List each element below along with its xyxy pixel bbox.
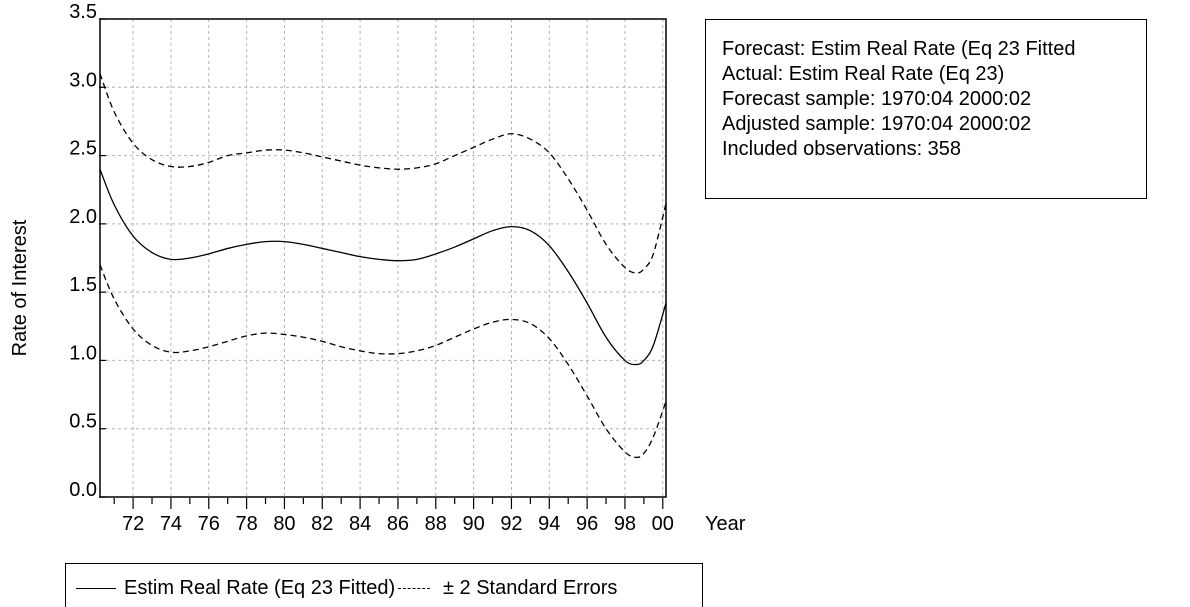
y-axis-title: Rate of Interest [9, 219, 31, 356]
series-line-std-error-band [99, 73, 667, 274]
chart-legend: Estim Real Rate (Eq 23 Fitted) ± 2 Stand… [65, 563, 703, 607]
info-adjusted-sample-line: Adjusted sample: 1970:04 2000:02 [722, 113, 1032, 135]
axis-tick-labels: 0.0 0.5 1.0 1.5 2.0 2.5 3.0 3.5 72 74 76 78 80 82 84 86… [69, 1, 674, 535]
grid-lines [100, 19, 666, 497]
y-tick-label: 0.5 [69, 411, 97, 433]
y-tick-label: 1.5 [69, 274, 97, 296]
series-lines [99, 73, 667, 459]
plot-frame [99, 18, 667, 498]
legend-dashed-swatch [398, 588, 430, 589]
info-actual-line: Actual: Estim Real Rate (Eq 23) [722, 63, 1005, 85]
info-forecast-sample-line: Forecast sample: 1970:04 2000:02 [722, 88, 1032, 110]
x-tick-label: 88 [425, 513, 447, 535]
info-observations-line: Included observations: 358 [722, 138, 962, 160]
x-tick-label: 86 [387, 513, 409, 535]
x-tick-label: 94 [538, 513, 560, 535]
x-tick-label: 84 [349, 513, 371, 535]
axis-ticks [99, 18, 664, 509]
x-tick-label: 78 [235, 513, 257, 535]
x-tick-label: 80 [273, 513, 295, 535]
forecast-info-box: Forecast: Estim Real Rate (Eq 23 Fitted … [705, 19, 1147, 199]
legend-solid-label: Estim Real Rate (Eq 23 Fitted) [124, 577, 396, 599]
x-tick-label: 82 [311, 513, 333, 535]
y-tick-label: 3.5 [69, 1, 97, 23]
series-line-fitted [99, 168, 667, 366]
x-tick-label: 74 [160, 513, 182, 535]
series-line-std-error-band [99, 264, 667, 459]
y-tick-label: 2.0 [69, 206, 97, 228]
y-tick-label: 2.5 [69, 138, 97, 160]
y-tick-label: 1.0 [69, 342, 97, 364]
legend-solid-swatch [76, 588, 116, 589]
x-tick-label: 96 [576, 513, 598, 535]
x-tick-label: 76 [198, 513, 220, 535]
legend-dashed-label: ± 2 Standard Errors [443, 577, 618, 599]
x-tick-label: 92 [500, 513, 522, 535]
y-tick-label: 3.0 [69, 69, 97, 91]
x-tick-label: 00 [652, 513, 674, 535]
x-tick-label: 98 [614, 513, 636, 535]
x-axis-title: Year [705, 513, 746, 535]
info-forecast-line: Forecast: Estim Real Rate (Eq 23 Fitted [722, 38, 1076, 60]
x-tick-label: 90 [462, 513, 484, 535]
y-tick-label: 0.0 [69, 479, 97, 501]
x-tick-label: 72 [122, 513, 144, 535]
